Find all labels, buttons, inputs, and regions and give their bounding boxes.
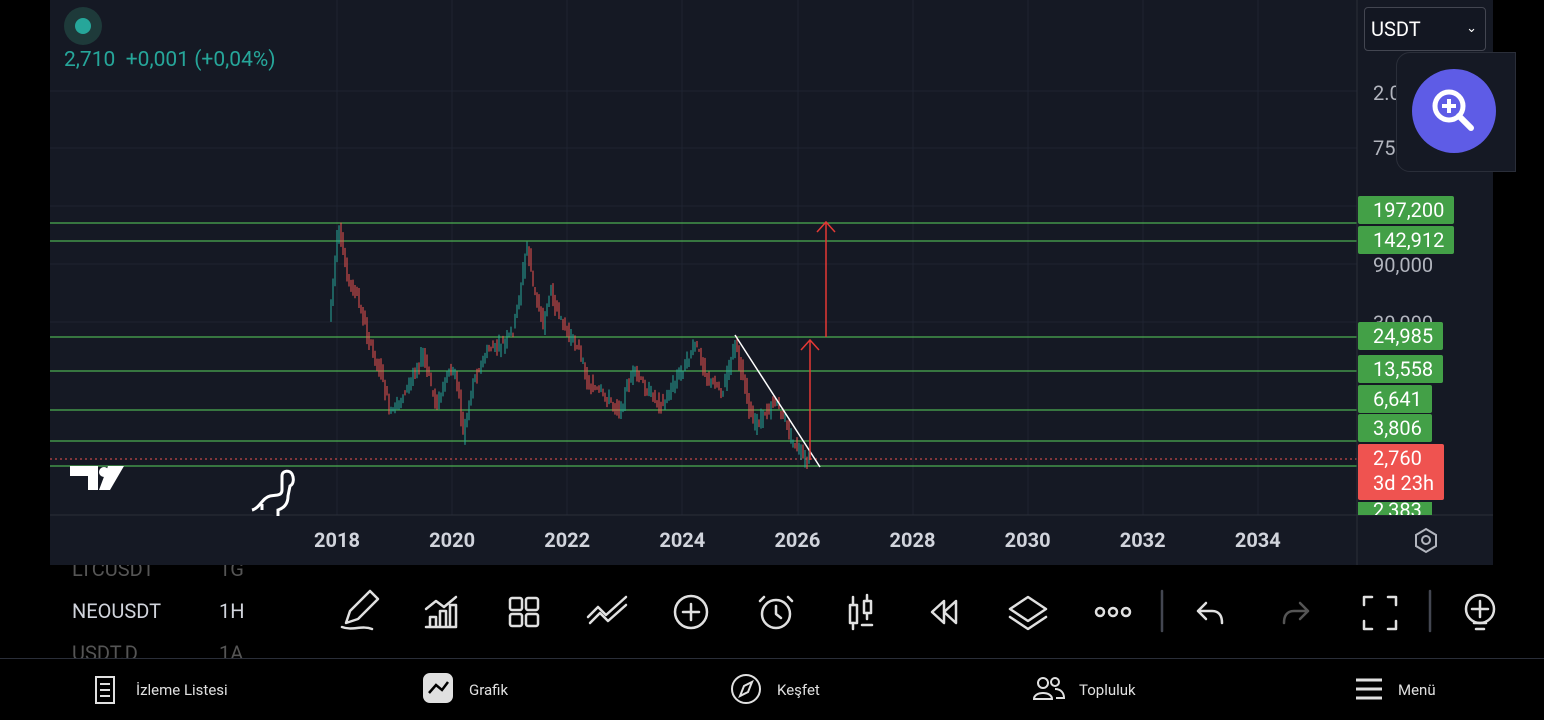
nav-label[interactable]: Grafik <box>469 681 509 699</box>
price-tag: 142,912 <box>1358 226 1455 254</box>
chart-canvas <box>50 0 1493 565</box>
horizontal-levels <box>50 222 1357 467</box>
dropdown-arrow: ⌄ <box>1466 21 1477 36</box>
time-label: 2024 <box>659 528 706 552</box>
nav-label[interactable]: İzleme Listesi <box>136 681 228 699</box>
nav-icons <box>95 673 1382 704</box>
mascot <box>251 469 295 516</box>
bottom-nav: İzleme Listesi Grafik Keşfet Topluluk Me… <box>0 658 1544 720</box>
price: 2,710 <box>64 48 116 72</box>
watchlist: LTCUSDT 1G NEOUSDT 1H USDT.D 1A <box>0 565 330 658</box>
undo[interactable] <box>1196 601 1224 625</box>
explore-icon[interactable] <box>731 674 761 704</box>
zoom-panel <box>1396 52 1516 172</box>
trend-line <box>734 334 821 468</box>
bar-replay-tool[interactable] <box>848 593 874 631</box>
more-tool[interactable] <box>1094 606 1132 618</box>
nav-label[interactable]: Topluluk <box>1079 681 1136 699</box>
alert-tool[interactable] <box>758 595 794 630</box>
target-arrows <box>800 220 836 460</box>
price-header: 2,710 +0,001 (+0,04%) <box>64 48 276 72</box>
countdown: 3d 23h <box>1373 471 1434 495</box>
time-label: 2026 <box>774 528 821 552</box>
interval: 1A <box>219 641 244 658</box>
settings-icon[interactable] <box>1415 527 1437 554</box>
time-label: 2034 <box>1234 528 1281 552</box>
candles <box>330 222 810 470</box>
price-tag: 13,558 <box>1358 355 1444 383</box>
currency: USDT <box>1371 17 1421 41</box>
layout-tool[interactable] <box>508 596 540 628</box>
redo[interactable] <box>1282 601 1310 625</box>
grid <box>50 0 1357 515</box>
time-label: 2020 <box>429 528 476 552</box>
price-tag: 6,641 <box>1358 385 1432 413</box>
symbol[interactable]: NEOUSDT <box>72 599 162 623</box>
price-change: +0,001 (+0,04%) <box>125 48 276 72</box>
nav-label[interactable]: Menü <box>1398 681 1436 699</box>
add-tool[interactable] <box>673 594 709 630</box>
draw-tool[interactable] <box>340 589 380 631</box>
logo <box>70 466 124 490</box>
fullscreen[interactable] <box>1362 595 1398 631</box>
menu-icon[interactable] <box>1356 678 1382 700</box>
price-tag: 24,985 <box>1358 322 1444 350</box>
rewind-tool[interactable] <box>930 599 958 625</box>
toolbar <box>340 589 1496 633</box>
interval: 1H <box>219 599 245 623</box>
price-tag: 2,383 <box>1358 502 1432 515</box>
status-dot <box>75 18 91 34</box>
price-tag: 197,200 <box>1358 196 1455 224</box>
add-chart[interactable] <box>1464 593 1496 631</box>
nav-label[interactable]: Keşfet <box>777 681 820 699</box>
time-label: 2028 <box>889 528 936 552</box>
zoom-button[interactable] <box>1397 53 1515 171</box>
lower-tag-clip: 2,383 <box>1358 502 1432 515</box>
community-icon[interactable] <box>1037 677 1049 689</box>
currency-select[interactable]: USDT ⌄ <box>1364 7 1486 51</box>
pattern-tool[interactable] <box>586 595 628 625</box>
last-price: 2,760 <box>1373 446 1422 470</box>
axis-label: 90,000 <box>1373 253 1434 277</box>
symbol[interactable]: LTCUSDT <box>72 565 155 581</box>
time-label: 2018 <box>314 528 360 552</box>
time-label: 2032 <box>1119 528 1166 552</box>
symbol[interactable]: USDT.D <box>72 641 138 658</box>
time-label: 2022 <box>544 528 591 552</box>
price-tag: 3,806 <box>1358 414 1432 442</box>
layers-tool[interactable] <box>1008 595 1048 631</box>
interval: 1G <box>219 565 244 581</box>
last-price-tag: 2,760 3d 23h <box>1358 444 1444 500</box>
time-label: 2030 <box>1004 528 1051 552</box>
indicators-tool[interactable] <box>424 595 458 629</box>
watchlist-icon[interactable] <box>95 676 115 704</box>
